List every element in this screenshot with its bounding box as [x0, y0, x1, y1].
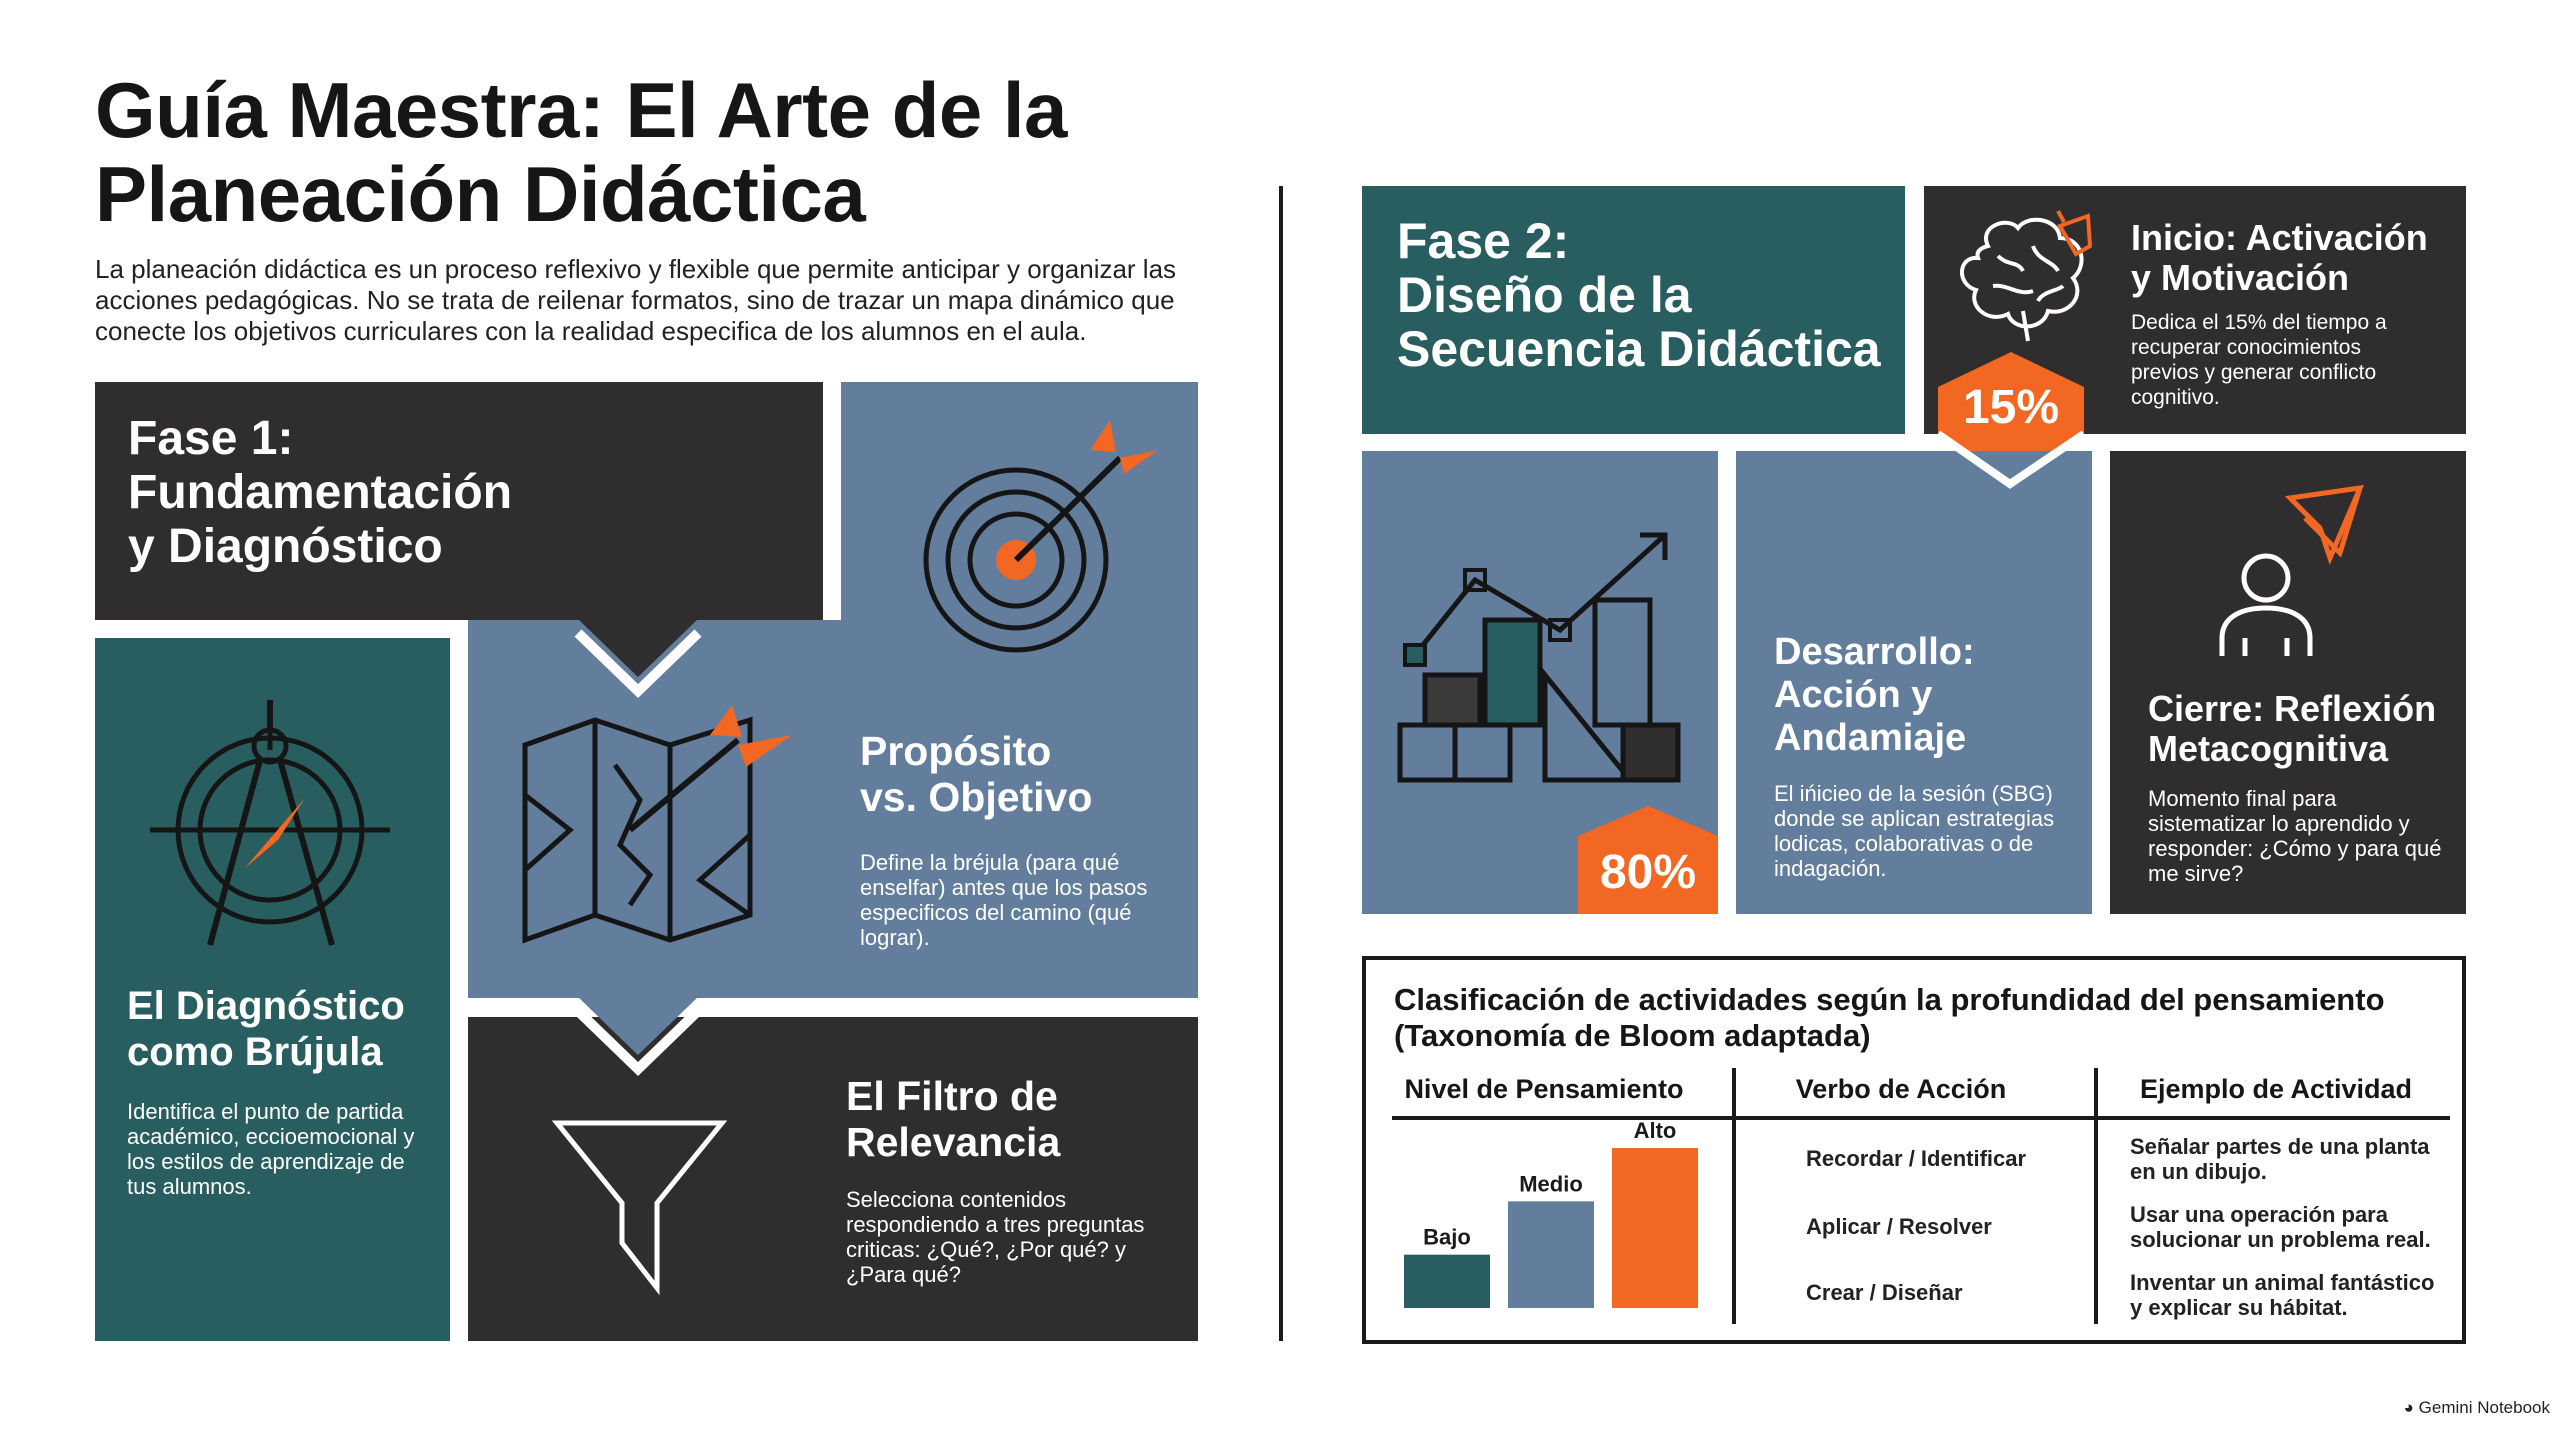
compass-icon — [150, 700, 390, 946]
desarrollo-panel: Desarrollo: Acción y Andamiaje El ińicie… — [1736, 451, 2092, 914]
growth-chart-icon — [1397, 532, 1681, 783]
header-verbo: Verbo de Acción — [1795, 1074, 2007, 1104]
filtro-panel: El Filtro de Relevancia Selecciona conte… — [468, 1017, 1198, 1341]
filtro-title: El Filtro de Relevancia — [846, 1073, 1060, 1165]
desarrollo-title-line2: Acción y — [1774, 674, 1933, 716]
filtro-title-line1: El Filtro de — [846, 1073, 1058, 1119]
cierre-title: Cierre: Reflexión Metacognitiva — [2148, 689, 2436, 769]
example-row-2: Usar una operación para solucionar un pr… — [2130, 1202, 2431, 1252]
diagnostico-text: Identifica el punto de partida académico… — [127, 1099, 415, 1199]
bloom-table-title-line1: Clasificación de actividades según la pr… — [1394, 982, 2385, 1017]
desarrollo-badge: 80% — [1599, 846, 1697, 899]
inicio-title-line2: y Motivación — [2131, 257, 2350, 298]
phase2-header-panel: Fase 2: Diseño de la Secuencia Didáctica — [1362, 186, 1905, 434]
phase2-title-line3: Secuencia Didáctica — [1397, 321, 1881, 377]
bloom-table: Clasificación de actividades según la pr… — [1362, 956, 2466, 1344]
desarrollo-title-line3: Andamiaje — [1774, 717, 1967, 759]
phase2-title-line2: Diseño de la — [1397, 267, 1692, 323]
bloom-table-title-line2: (Taxonomía de Bloom adaptada) — [1394, 1018, 1871, 1053]
inicio-title: Inicio: Activación y Motivación — [2131, 218, 2428, 298]
level-bar-medio — [1508, 1201, 1594, 1308]
cierre-text: Momento final para sistematizar lo apren… — [2148, 786, 2442, 886]
proposito-title-line2: vs. Objetivo — [860, 774, 1093, 820]
map-icon — [522, 705, 792, 944]
example-row-3-line2: y explicar su hábitat. — [2130, 1295, 2348, 1320]
phase1-arrow-down — [574, 619, 702, 698]
level-label-alto: Alto — [1634, 1118, 1677, 1143]
desarrollo-title-line1: Desarrollo: — [1774, 631, 1975, 673]
example-row-2-line1: Usar una operación para — [2130, 1202, 2388, 1227]
filtro-text: Selecciona contenidos respondiendo a tre… — [846, 1187, 1145, 1287]
section-divider — [1279, 186, 1283, 1341]
gap-stripe — [450, 620, 468, 1340]
diagnostico-title-line1: El Diagnóstico — [127, 984, 405, 1028]
intro-paragraph: La planeación didáctica es un proceso re… — [95, 254, 1177, 346]
desarrollo-text: El ińicieo de la sesión (SBG) donde se a… — [1774, 781, 2055, 881]
page-title-line1: Guía Maestra: El Arte de la — [95, 66, 1067, 154]
desarrollo-title: Desarrollo: Acción y Andamiaje — [1774, 631, 1975, 760]
proposito-title: Propósito vs. Objetivo — [860, 728, 1092, 820]
inicio-badge: 15% — [1962, 381, 2060, 434]
phase2-title: Fase 2: Diseño de la Secuencia Didáctica — [1397, 214, 1881, 376]
example-row-1-line1: Señalar partes de una planta — [2130, 1134, 2430, 1159]
bloom-table-title: Clasificación de actividades según la pr… — [1394, 982, 2385, 1054]
gap-stripe — [95, 620, 468, 638]
header-ejemplo: Ejemplo de Actividad — [2139, 1074, 2413, 1104]
diagnostico-title-line2: como Brújula — [127, 1030, 383, 1074]
phase1-title-overlay: Fase 1: Fundamentación y Diagnóstico — [128, 412, 512, 574]
page-title-line2: Planeación Didáctica — [95, 150, 866, 238]
level-bar-bajo — [1404, 1254, 1490, 1308]
verb-row-1: Recordar / Identificar — [1806, 1146, 2027, 1171]
column-rule — [1732, 1068, 1736, 1324]
proposito-title-line1: Propósito — [860, 728, 1052, 774]
example-row-3: Inventar un animal fantástico y explicar… — [2130, 1270, 2434, 1320]
verb-row-3: Crear / Diseñar — [1806, 1280, 1963, 1305]
inicio-text: Dedica el 15% del tiempo a recuperar con… — [2131, 311, 2387, 409]
gap-stripe — [823, 382, 841, 620]
diagnostico-title: El Diagnóstico como Brújula — [127, 983, 405, 1075]
filtro-title-line2: Relevancia — [846, 1119, 1061, 1165]
phase1-title-overlay-line3: y Diagnóstico — [128, 520, 443, 573]
target-icon — [923, 420, 1158, 653]
inicio-title-line1: Inicio: Activación — [2131, 217, 2428, 258]
footer-brand-label: Gemini Notebook — [2418, 1398, 2550, 1417]
phase2-title-line1: Fase 2: — [1397, 213, 1570, 269]
proposito-text: Define la bréjula (para qué enselfar) an… — [860, 850, 1148, 950]
cierre-title-line2: Metacognitiva — [2148, 728, 2389, 769]
level-bar-chart: Bajo Medio Alto — [1404, 1118, 1698, 1308]
example-row-1-line2: en un dibujo. — [2130, 1159, 2267, 1184]
footer-brand: ◕ Gemini Notebook — [2404, 1398, 2550, 1418]
cierre-title-line1: Cierre: Reflexión — [2148, 688, 2437, 729]
diagnostico-panel: El Diagnóstico como Brújula Identifica e… — [95, 638, 450, 1341]
column-rule — [2094, 1068, 2098, 1324]
proposito-arrow-down — [574, 997, 702, 1076]
page-title: Guía Maestra: El Arte de la Planeación D… — [95, 68, 1245, 236]
phase1-title-overlay-line1: Fase 1: — [128, 412, 294, 465]
person-reflection-icon — [2219, 484, 2365, 656]
level-label-medio: Medio — [1519, 1171, 1583, 1196]
funnel-icon — [551, 1120, 728, 1296]
badge-notch — [1935, 430, 2087, 489]
notebook-logo-icon: ◕ — [2403, 1398, 2414, 1417]
level-label-bajo: Bajo — [1423, 1225, 1471, 1250]
phase1-title-overlay-line2: Fundamentación — [128, 466, 513, 519]
header-nivel: Nivel de Pensamiento — [1404, 1074, 1684, 1104]
cierre-panel: Cierre: Reflexión Metacognitiva Momento … — [2110, 451, 2466, 914]
example-row-3-line1: Inventar un animal fantástico — [2130, 1270, 2435, 1295]
phase1-header-overlay: Fase 1: Fundamentación y Diagnóstico — [95, 382, 823, 620]
header-rule — [1392, 1116, 2450, 1120]
brain-icon — [1960, 210, 2093, 342]
level-bar-alto — [1612, 1148, 1698, 1308]
desarrollo-badge-shape — [1578, 806, 1718, 914]
inicio-badge-shape — [1938, 352, 2084, 472]
example-row-1: Señalar partes de una planta en un dibuj… — [2130, 1134, 2430, 1184]
example-row-2-line2: solucionar un problema real. — [2130, 1227, 2431, 1252]
verb-row-2: Aplicar / Resolver — [1806, 1214, 1992, 1239]
